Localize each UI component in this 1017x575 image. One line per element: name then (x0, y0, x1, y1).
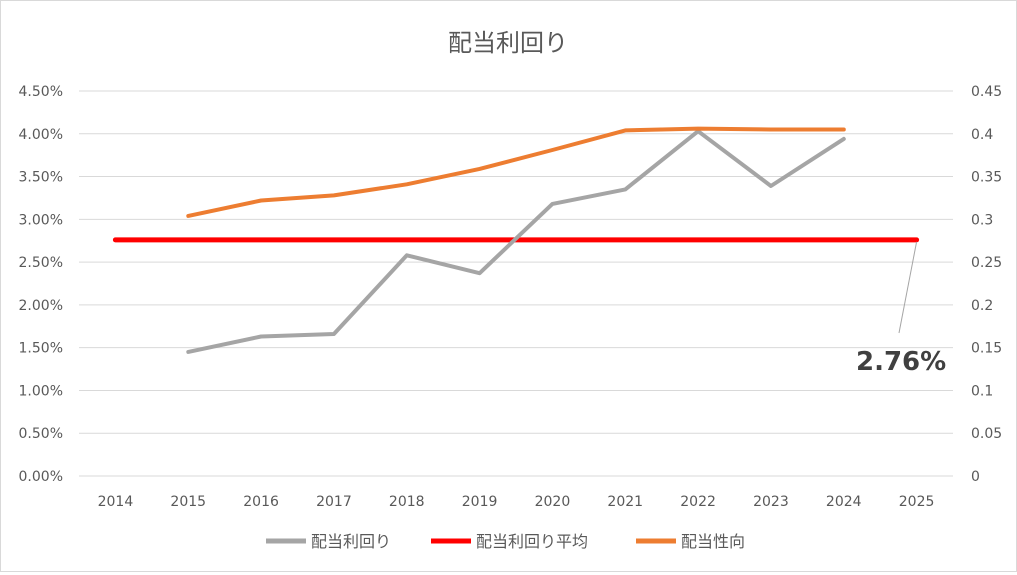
x-tick-label: 2025 (899, 494, 935, 510)
x-tick-label: 2019 (462, 494, 498, 510)
y-left-tick-label: 4.00% (19, 127, 63, 143)
x-tick-label: 2023 (753, 494, 789, 510)
y-left-tick-label: 0.50% (19, 426, 63, 442)
legend-label-1: 配当利回り平均 (476, 532, 588, 551)
y-right-tick-label: 0.15 (971, 341, 1002, 357)
x-tick-label: 2018 (389, 494, 425, 510)
y-left-tick-label: 1.00% (19, 383, 63, 399)
annotation-leader-line (899, 242, 917, 333)
legend-label-2: 配当性向 (681, 532, 745, 551)
chart-title: 配当利回り (448, 29, 568, 57)
legend-label-0: 配当利回り (311, 532, 391, 551)
y-right-tick-label: 0.25 (971, 255, 1002, 271)
legend: 配当利回り 配当利回り平均 配当性向 (266, 532, 745, 551)
y-right-tick-label: 0.35 (971, 170, 1002, 186)
y-left-tick-label: 4.50% (19, 84, 63, 100)
y-left-tick-label: 2.00% (19, 298, 63, 314)
y-left-tick-label: 3.00% (19, 212, 63, 228)
y-axis-right: 0 0.05 0.1 0.15 0.2 0.25 0.3 0.35 0.4 0.45 (971, 84, 1002, 485)
x-axis: 2014 2015 2016 2017 2018 2019 2020 2021 2022 2023… (98, 494, 935, 510)
series-line-2 (188, 129, 844, 216)
x-tick-label: 2021 (607, 494, 643, 510)
y-right-tick-label: 0.4 (971, 127, 993, 143)
x-tick-label: 2022 (680, 494, 716, 510)
y-right-tick-label: 0.1 (971, 383, 993, 399)
y-right-tick-label: 0.2 (971, 298, 993, 314)
y-right-tick-label: 0 (971, 469, 980, 485)
y-right-tick-label: 0.3 (971, 212, 993, 228)
x-tick-label: 2017 (316, 494, 352, 510)
x-tick-label: 2020 (535, 494, 571, 510)
gridlines (79, 91, 953, 476)
y-axis-left: 0.00% 0.50% 1.00% 1.50% 2.00% 2.50% 3.00% 3.50%… (19, 84, 63, 485)
series-lines (115, 129, 916, 353)
y-left-tick-label: 1.50% (19, 341, 63, 357)
y-right-tick-label: 0.45 (971, 84, 1002, 100)
y-left-tick-label: 3.50% (19, 170, 63, 186)
y-left-tick-label: 0.00% (19, 469, 63, 485)
x-tick-label: 2014 (98, 494, 134, 510)
y-right-tick-label: 0.05 (971, 426, 1002, 442)
annotation-label: 2.76% (856, 347, 946, 377)
y-left-tick-label: 2.50% (19, 255, 63, 271)
x-tick-label: 2024 (826, 494, 862, 510)
x-tick-label: 2016 (243, 494, 279, 510)
x-tick-label: 2015 (170, 494, 206, 510)
